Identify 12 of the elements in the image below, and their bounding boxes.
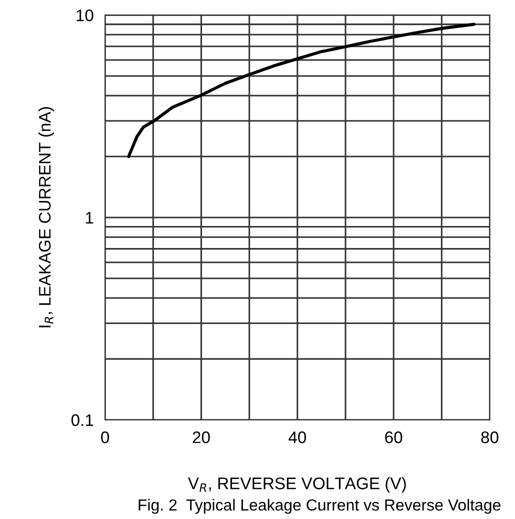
x-axis-title: V$_{R}$, REVERSE VOLTAGE (V) [188,477,406,493]
caption: Fig. 2 Typical Leakage Current vs Reverse Voltage [138,498,500,514]
y-tick-label: 0.1 [71,414,94,426]
x-tick-label: 60 [385,431,402,444]
x-tick-label: 0 [101,431,110,444]
x-tick-label: 80 [481,431,498,444]
line-series [127,22,476,158]
x-tick-label: 40 [288,431,306,444]
y-tick-label: 1 [86,212,94,224]
x-tick-label: 20 [192,431,210,444]
y-tick-label: 10 [76,9,94,22]
y-axis-title: I$_{R}$, LEAKAGE CURRENT (nA) [38,107,54,328]
